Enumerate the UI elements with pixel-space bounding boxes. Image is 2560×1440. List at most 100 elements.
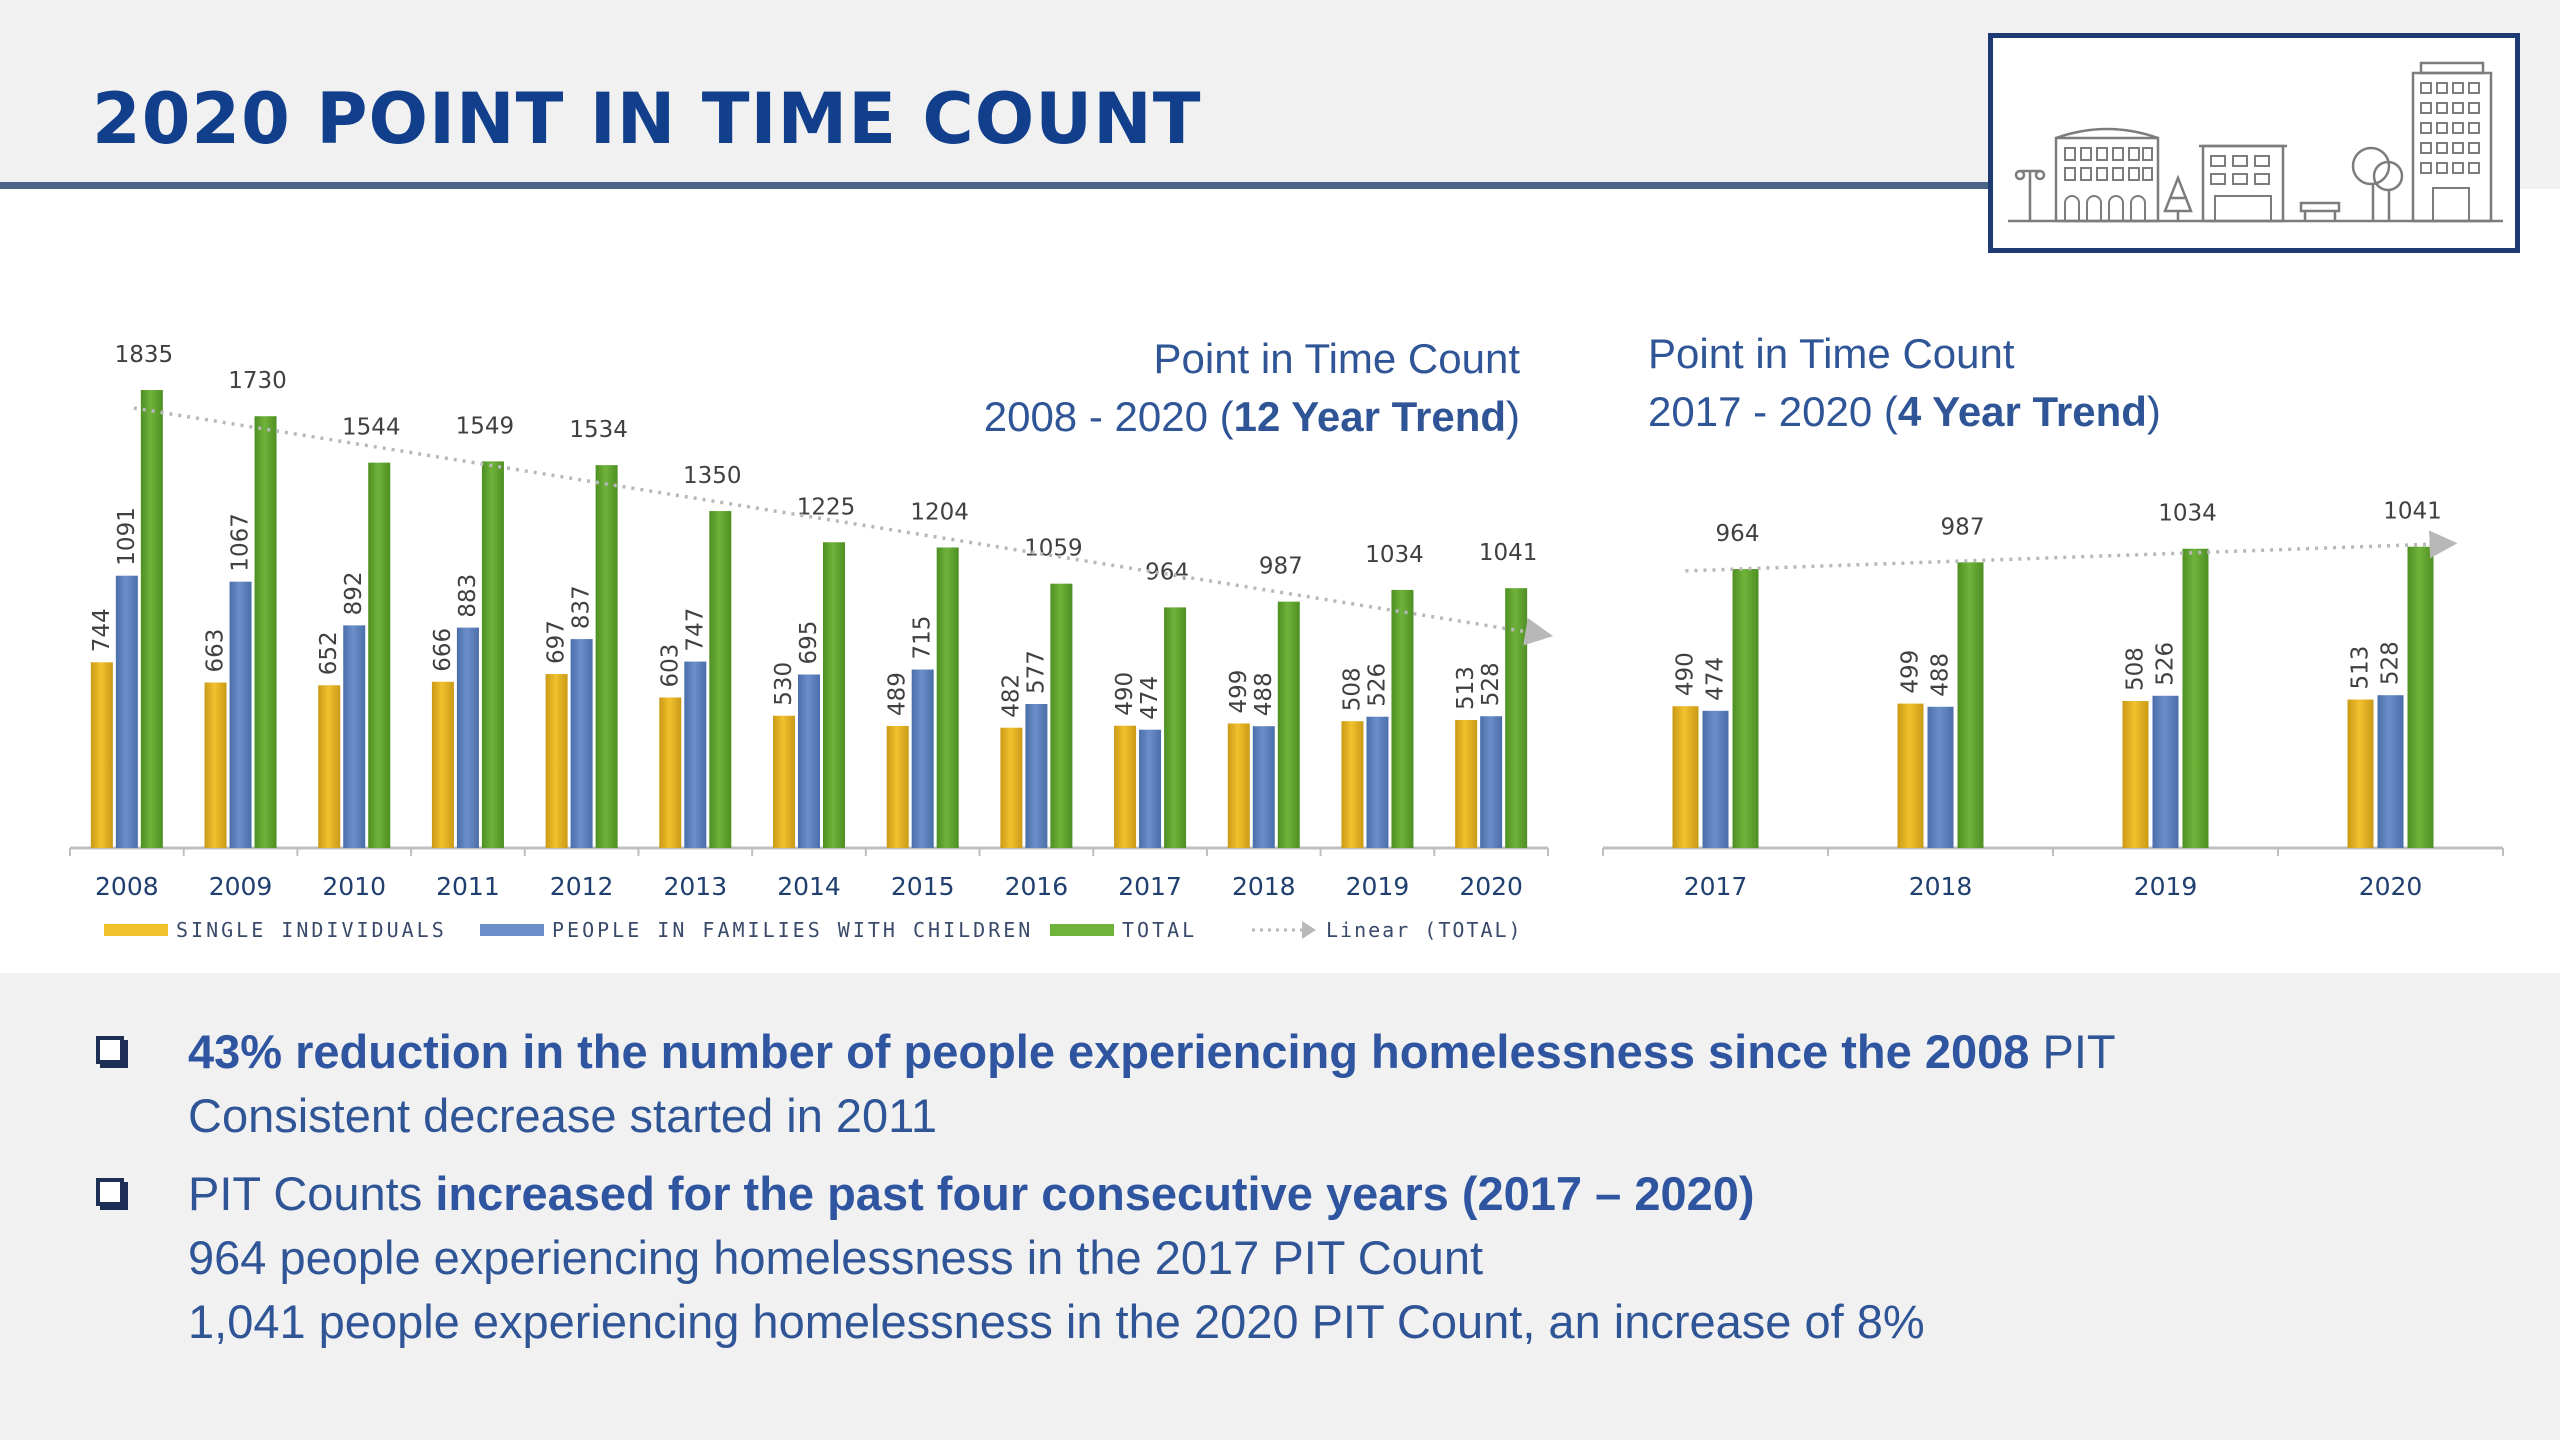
chart-12yr-bar-families	[115, 575, 138, 848]
chart-12yr-bar-single	[545, 674, 568, 848]
chart-12yr-data-label: 744	[89, 608, 115, 652]
chart-12yr-bar-total	[140, 390, 163, 848]
chart-4yr-data-label: 526	[2153, 642, 2179, 686]
chart-12yr-x-tick-label: 2008	[95, 872, 159, 901]
chart-12yr-x-tick-label: 2014	[777, 872, 841, 901]
chart-12yr-data-label-total: 1041	[1479, 540, 1538, 566]
chart-4yr-data-label: 488	[1928, 653, 1954, 697]
chart-12yr-bar-single	[1000, 727, 1023, 848]
chart-12yr-data-label: 499	[1226, 670, 1252, 714]
chart-12yr-data-label: 883	[455, 574, 481, 618]
checkbox-bullet-icon	[96, 1036, 124, 1064]
chart-12yr-bar-families	[684, 661, 707, 848]
chart-4yr-data-label-total: 987	[1941, 514, 1985, 540]
chart-12yr-data-label-total: 1350	[683, 463, 742, 489]
chart-12yr-bar-total	[1164, 607, 1187, 848]
chart-12yr-bar-total	[1391, 589, 1414, 848]
chart-12yr-bar-families	[456, 627, 479, 848]
chart-12yr-bar-total	[254, 416, 277, 848]
chart-4yr-bar-single	[2347, 699, 2374, 848]
chart-4yr-data-label-total: 964	[1716, 521, 1760, 547]
chart-4yr-bar-single	[1897, 703, 1924, 848]
chart-12yr-x-tick-label: 2019	[1346, 872, 1410, 901]
chart-12yr-data-label-total: 1549	[456, 413, 515, 439]
chart-12yr-data-label-total: 1034	[1365, 542, 1424, 568]
chart-4yr-trendline	[1685, 530, 2458, 573]
title-divider	[0, 182, 1995, 189]
finding-reduction: 43% reduction in the number of people ex…	[92, 1020, 2492, 1148]
chart-12yr-data-label-total: 1059	[1024, 536, 1083, 562]
chart-4yr-bar-total	[2182, 548, 2209, 848]
chart-12yr-bar-single	[1341, 721, 1364, 848]
chart-12yr-bar-total	[709, 511, 732, 848]
chart-4yr-data-label: 474	[1703, 657, 1729, 701]
chart-4yr-bar-families	[1702, 710, 1729, 848]
legend-label: Linear (TOTAL)	[1326, 918, 1523, 942]
chart-12yr-data-label-total: 1534	[569, 417, 628, 443]
chart-4yr-bar-families	[2152, 695, 2179, 848]
chart-12yr-data-label: 489	[885, 672, 911, 716]
chart-4yr-title-line2: 2017 - 2020 (4 Year Trend)	[1648, 388, 2161, 435]
chart-12yr-x-tick-label: 2013	[663, 872, 727, 901]
chart-12yr-bar-total	[368, 462, 391, 848]
chart-4yr-bar-total	[2407, 546, 2434, 848]
chart-12yr-data-label: 488	[1251, 672, 1277, 716]
chart-12yr-title: Point in Time Count 2008 - 2020 (12 Year…	[984, 330, 1520, 446]
chart-12yr-bar-total	[481, 461, 504, 848]
chart-4yr-x-tick-label: 2020	[2359, 872, 2423, 901]
chart-12yr-data-label: 666	[430, 628, 456, 672]
finding-increase-line1: PIT Counts increased for the past four c…	[188, 1167, 1755, 1220]
legend-swatch	[104, 924, 168, 936]
chart-12yr-data-label: 526	[1364, 663, 1390, 707]
chart-12yr-bar-single	[431, 681, 454, 848]
key-findings: 43% reduction in the number of people ex…	[92, 1020, 2492, 1368]
chart-12yr-x-tick-label: 2010	[322, 872, 386, 901]
chart-12yr-data-label: 747	[682, 608, 708, 652]
chart-12yr-bar-total	[1505, 588, 1528, 848]
chart-12yr-data-label: 837	[569, 585, 595, 629]
chart-12yr-data-label: 697	[544, 620, 570, 664]
chart-12yr-data-label: 892	[341, 571, 367, 615]
chart-4yr-data-label: 508	[2123, 647, 2149, 691]
chart-12yr-bar-families	[798, 674, 820, 848]
chart-12yr-bar-single	[886, 725, 909, 848]
chart-12yr-data-label-total: 1544	[342, 415, 401, 441]
chart-12yr-bar-single	[1455, 719, 1478, 848]
chart-12yr-bar-families	[343, 625, 366, 848]
chart-12yr-bar-single	[1227, 723, 1250, 848]
chart-12yr-bar-families	[1252, 726, 1275, 848]
chart-4yr-x-tick-label: 2019	[2134, 872, 2198, 901]
chart-12yr-bar-families	[1480, 716, 1503, 848]
chart-12yr-bar-families	[570, 639, 593, 848]
chart-12yr-data-label: 715	[910, 616, 936, 660]
chart-12yr-x-tick-label: 2009	[209, 872, 273, 901]
chart-12yr-bar-total	[1050, 583, 1073, 848]
chart-12yr-data-label: 663	[203, 629, 229, 673]
chart-4yr-data-label: 490	[1673, 652, 1699, 696]
chart-4yr-bar-total	[1732, 569, 1759, 848]
chart-12yr-bar-total	[936, 547, 959, 848]
chart-12yr-bar-single	[659, 697, 682, 848]
chart-4yr-bar-total	[1957, 562, 1984, 848]
chart-12yr-bar-single	[90, 662, 113, 848]
chart-12yr-data-label-total: 1835	[115, 342, 174, 368]
chart-12yr-data-label-total: 1730	[228, 368, 287, 394]
chart-12yr-data-label: 1067	[228, 513, 254, 572]
chart-12yr-data-label: 1091	[114, 507, 140, 566]
chart-4yr-data-label: 499	[1898, 650, 1924, 694]
chart-4yr-x-tick-label: 2018	[1909, 872, 1973, 901]
chart-12yr-title-line2: 2008 - 2020 (12 Year Trend)	[983, 393, 1520, 440]
finding-reduction-line1: 43% reduction in the number of people ex…	[188, 1025, 2116, 1078]
chart-12yr-x-tick-label: 2017	[1118, 872, 1182, 901]
chart-12yr-bar-families	[1139, 729, 1162, 848]
chart-12yr-data-label: 695	[796, 621, 822, 665]
chart-4yr-data-label-total: 1034	[2158, 501, 2217, 527]
chart-12yr-data-label: 577	[1023, 650, 1049, 694]
chart-12yr-x-tick-label: 2015	[891, 872, 955, 901]
chart-4yr-data-label: 513	[2348, 646, 2374, 690]
chart-12yr-bar-families	[911, 669, 934, 848]
checkbox-bullet-icon	[96, 1178, 124, 1206]
chart-12yr-x-tick-label: 2018	[1232, 872, 1296, 901]
chart-12yr-data-label: 603	[657, 644, 683, 688]
